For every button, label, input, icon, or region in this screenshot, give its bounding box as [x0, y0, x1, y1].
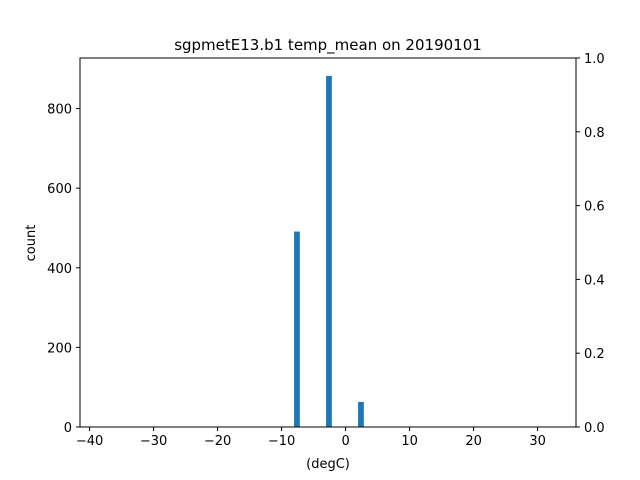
y-tick-label: 0 — [64, 421, 72, 436]
y2-tick-label: 0.6 — [584, 200, 605, 215]
bars-group — [294, 75, 364, 427]
y2-tick-label: 0.8 — [584, 126, 605, 141]
y2-tick-label: 1.0 — [584, 52, 605, 67]
y2-axis-ticks: 0.0 0.2 0.4 0.6 0.8 1.0 — [576, 52, 605, 436]
y2-tick-label: 0.4 — [584, 273, 605, 288]
x-axis-label: (degC) — [306, 457, 350, 472]
x-tick-label: −40 — [76, 434, 103, 449]
y-axis-ticks: 0 200 400 600 800 — [47, 103, 80, 436]
bar-2 — [358, 401, 364, 427]
x-tick-label: 0 — [341, 434, 349, 449]
y-tick-label: 200 — [47, 341, 72, 356]
chart-title: sgpmetE13.b1 temp_mean on 20190101 — [174, 36, 482, 55]
x-tick-label: 10 — [401, 434, 418, 449]
x-tick-label: 30 — [529, 434, 546, 449]
y-tick-label: 600 — [47, 182, 72, 197]
y-axis-label: count — [24, 225, 39, 262]
plot-frame — [79, 57, 577, 428]
bar-0 — [294, 231, 300, 427]
bar-1 — [326, 75, 332, 427]
y2-tick-label: 0.2 — [584, 347, 605, 362]
x-tick-label: −20 — [204, 434, 231, 449]
x-tick-label: 20 — [465, 434, 482, 449]
x-tick-label: −30 — [140, 434, 167, 449]
y-tick-label: 400 — [47, 262, 72, 277]
x-tick-label: −10 — [268, 434, 295, 449]
y-tick-label: 800 — [47, 103, 72, 118]
y2-tick-label: 0.0 — [584, 421, 605, 436]
x-axis-ticks: −40 −30 −20 −10 0 10 20 30 — [76, 427, 546, 449]
